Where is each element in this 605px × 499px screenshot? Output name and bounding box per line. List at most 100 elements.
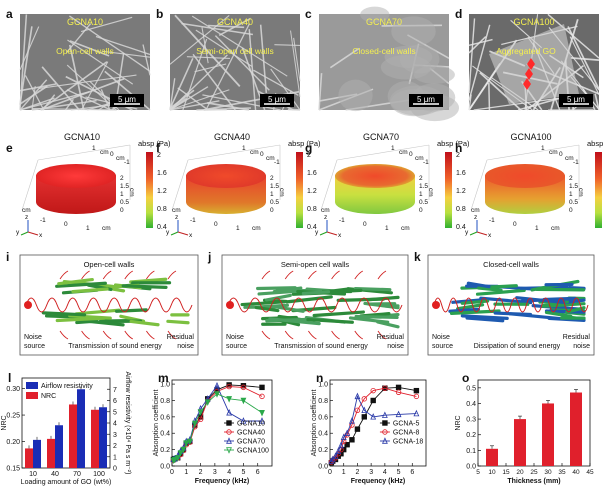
noise-source-label: Noise: [226, 334, 244, 341]
legend-label: GCNA70: [237, 439, 265, 446]
y-tick-label: 0.2: [160, 447, 170, 454]
axis-unit: cm: [116, 155, 125, 162]
y-right-tick-label: 4: [113, 421, 117, 428]
schematic-title: Open-cell walls: [84, 260, 135, 269]
axis-unit: cm: [577, 188, 584, 197]
box-edge: [172, 160, 188, 210]
x-tick-label: 5: [476, 469, 480, 476]
colorbar-tick: 1.2: [307, 188, 317, 195]
panel-letter: o: [462, 371, 469, 385]
axis-tick: 0: [110, 151, 114, 158]
panel-letter: j: [207, 250, 211, 264]
bar-nrc: [69, 404, 77, 468]
sem-title: GCNA100: [513, 17, 554, 27]
axis-letter-z: z: [25, 214, 28, 221]
axis-unit: cm: [471, 207, 480, 214]
y-right-tick-label: 3: [113, 432, 117, 439]
axis-tick: 1: [419, 191, 423, 198]
data-point: [355, 427, 360, 432]
axis-tick: -1: [489, 217, 495, 224]
y-tick-label: 0.1: [466, 448, 476, 455]
legend-label: GCNA-5: [393, 421, 420, 428]
axis-tick: 2: [419, 175, 423, 182]
x-tick-label: 10: [29, 471, 37, 478]
fiber: [43, 313, 84, 315]
y-axis-label: Absorption coefficient: [311, 390, 318, 457]
axis-unit: cm: [100, 149, 109, 156]
data-point: [414, 388, 419, 393]
axis-tick: 0: [559, 151, 563, 158]
bar-nrc: [25, 448, 33, 468]
residual-noise-label: noise: [177, 343, 194, 350]
x-tick-label: 4: [227, 469, 231, 476]
cylinder-top: [36, 164, 116, 188]
colorbar: [445, 152, 452, 228]
y-right-tick-label: 7: [113, 387, 117, 394]
axis-tick: 0.5: [569, 199, 578, 206]
x-tick-label: 1: [342, 469, 346, 476]
residual-noise-label: Residual: [167, 334, 195, 341]
axis-tick: -1: [40, 217, 46, 224]
axis-letter-x: x: [488, 232, 492, 239]
box-edge: [321, 160, 337, 210]
colorbar-tick: 0.8: [456, 206, 466, 213]
axis-tick: 0.5: [419, 199, 428, 206]
axis-tick: -1: [124, 159, 130, 166]
fiber: [168, 321, 188, 322]
axis-unit: cm: [128, 188, 135, 197]
noise-source-dot: [24, 301, 32, 309]
y-right-tick-label: 0: [113, 466, 117, 473]
y-axis-label: Absorption coefficient: [153, 390, 160, 457]
x-tick-label: 0: [328, 469, 332, 476]
sim-title: GCNA100: [510, 132, 551, 142]
axis-unit: cm: [549, 149, 558, 156]
axis-tick: -1: [190, 217, 196, 224]
axis-tick: 0: [64, 221, 68, 228]
y-tick-label: 0.25: [6, 413, 20, 420]
residual-noise-label: noise: [387, 343, 404, 350]
legend-swatch: [26, 392, 38, 399]
sem-annotation: Aggregated GO: [496, 46, 556, 56]
sem-annotation: Open-cell walls: [56, 46, 114, 56]
axis-triad-y: [470, 232, 477, 235]
sim-title: GCNA10: [64, 132, 100, 142]
axis-letter-y: y: [16, 229, 20, 236]
bar: [514, 419, 526, 466]
x-tick-label: 40: [51, 471, 59, 478]
axis-tick: 1: [120, 191, 124, 198]
x-tick-label: 6: [256, 469, 260, 476]
fiber: [77, 321, 97, 322]
y-tick-label: 0.0: [466, 464, 476, 471]
axis-tick: 2: [120, 175, 124, 182]
axis-tick: 2: [270, 175, 274, 182]
legend-label: GCNA-8: [393, 430, 420, 437]
axis-unit: cm: [427, 188, 434, 197]
x-tick-label: 3: [213, 469, 217, 476]
y-right-axis-label: Airflow resistivity (×10⁴ Pa s m⁻²): [124, 372, 131, 475]
colorbar-label: absp (Pa): [437, 139, 470, 148]
colorbar: [296, 152, 303, 228]
panel-letter: c: [305, 7, 312, 21]
data-point: [396, 385, 401, 390]
x-tick-label: 2: [199, 469, 203, 476]
bar-nrc: [91, 410, 99, 468]
axis-unit: cm: [321, 207, 330, 214]
y-tick-label: 0.2: [466, 432, 476, 439]
y-tick-label: 0.8: [318, 398, 328, 405]
axis-tick: 1: [92, 145, 96, 152]
data-point: [371, 398, 376, 403]
axis-unit: cm: [401, 225, 410, 232]
y-tick-label: 0.30: [6, 386, 20, 393]
x-tick-label: 10: [488, 469, 496, 476]
scale-bar-label: 5 μm: [118, 95, 136, 104]
y-tick-label: 1.0: [318, 382, 328, 389]
axis-unit: cm: [252, 225, 261, 232]
bar: [486, 449, 498, 466]
axis-letter-y: y: [166, 229, 170, 236]
axis-letter-z: z: [175, 214, 178, 221]
